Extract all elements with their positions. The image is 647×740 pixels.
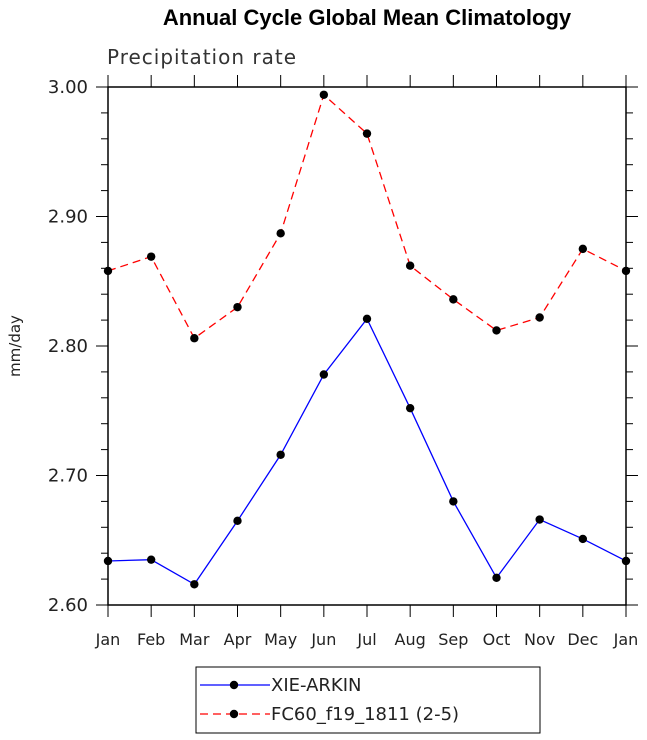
x-tick-label: Dec [567, 630, 598, 649]
data-point [362, 314, 372, 324]
series-1 [103, 314, 631, 589]
data-point [190, 580, 199, 589]
data-point [449, 295, 458, 304]
x-tick-label: Nov [524, 630, 555, 649]
data-point [146, 252, 156, 261]
x-tick-label: Aug [395, 630, 426, 649]
axis-ticks [96, 75, 638, 617]
legend: XIE-ARKIN FC60_f19_1811 (2-5) [195, 666, 541, 734]
data-point [578, 534, 588, 544]
data-point [492, 573, 501, 583]
x-tick-labels: Jan Feb Mar Apr May Jun Jul Aug Sep Oct Nov Dec Jan [95, 630, 639, 649]
legend-box [195, 666, 541, 734]
data-point [319, 370, 329, 379]
y-tick-label: 2.70 [48, 466, 88, 487]
x-tick-label: Apr [224, 630, 252, 649]
y-axis-label: mm/day [6, 315, 24, 377]
x-tick-label: Jan [613, 630, 639, 649]
legend-marker [229, 680, 239, 690]
x-tick-label: Sep [438, 630, 468, 649]
plot-frame [107, 86, 627, 606]
data-point [276, 229, 285, 238]
data-point [146, 555, 156, 564]
data-point [233, 302, 242, 312]
data-point [449, 497, 458, 506]
legend-marker [229, 709, 239, 719]
data-point [405, 261, 415, 270]
chart-subtitle: Precipitation rate [107, 45, 297, 69]
y-tick-label: 3.00 [48, 77, 88, 98]
series-2 [103, 90, 631, 343]
legend-label: FC60_f19_1811 (2-5) [271, 704, 459, 725]
series-layer [103, 90, 631, 589]
data-point [190, 334, 199, 343]
data-point [405, 403, 415, 413]
y-tick-label: 2.90 [48, 207, 88, 228]
y-tick-labels: 2.60 2.70 2.80 2.90 3.00 [48, 77, 88, 616]
x-tick-label: Jun [310, 630, 336, 649]
x-tick-label: Oct [483, 630, 511, 649]
y-tick-label: 2.60 [48, 595, 88, 616]
chart-title: Annual Cycle Global Mean Climatology [163, 5, 572, 30]
series-line [107, 317, 627, 586]
x-tick-label: Jan [95, 630, 121, 649]
x-tick-label: Jul [356, 630, 376, 649]
x-tick-label: May [264, 630, 297, 649]
data-point [535, 515, 544, 524]
x-tick-label: Mar [179, 630, 210, 649]
data-point [578, 244, 588, 254]
legend-label: XIE-ARKIN [271, 675, 362, 696]
data-point [492, 326, 501, 335]
data-point [276, 450, 285, 459]
data-point [319, 90, 329, 99]
data-point [362, 129, 372, 138]
data-point [535, 313, 544, 322]
x-tick-label: Feb [137, 630, 165, 649]
data-point [233, 516, 242, 526]
y-tick-label: 2.80 [48, 336, 88, 357]
